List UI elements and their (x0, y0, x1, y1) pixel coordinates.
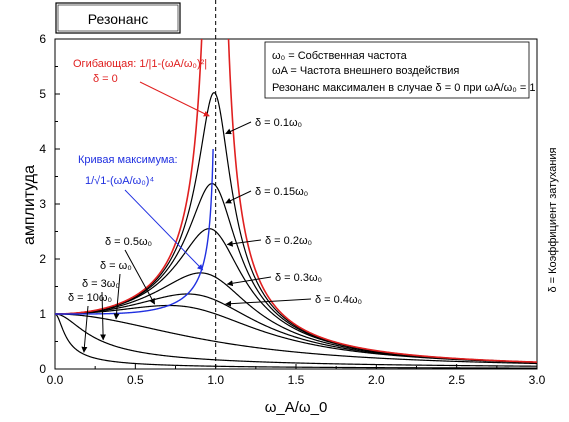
y-axis-label: амплитуда (21, 165, 38, 245)
damped-curve (55, 228, 537, 363)
label-arrow (113, 273, 121, 320)
y-tick-label: 4 (39, 142, 46, 156)
y-tick-label: 1 (39, 307, 46, 321)
label-arrow (81, 305, 89, 353)
legend-box: ω₀ = Собственная частота ωA = Частота вн… (264, 41, 535, 99)
label-arrow (225, 190, 252, 204)
curve-label: δ = 0.4ω₀ (315, 294, 362, 306)
x-tick-label: 2.0 (368, 373, 385, 387)
y-tick-label: 5 (39, 87, 46, 101)
x-axis-label: ω_A/ω_0 (265, 399, 328, 416)
damped-curve (55, 91, 537, 363)
y-tick-label: 0 (39, 362, 46, 376)
envelope-curve-right (227, 39, 537, 363)
legend-line-3: Резонанс максимален в случае δ = 0 при ω… (272, 82, 535, 94)
curves (55, 39, 537, 369)
x-tick-label: 2.5 (448, 373, 465, 387)
envelope-curve-left (55, 39, 203, 315)
damped-curve (55, 313, 537, 367)
curve-label: δ = ω₀ (100, 260, 132, 272)
y-tick-label: 3 (39, 197, 46, 211)
label-arrow (100, 291, 107, 341)
curve-label: δ = 10ω₀ (68, 292, 112, 304)
x-tick-label: 0.0 (47, 373, 64, 387)
chart-title: Резонанс (88, 11, 149, 27)
curve-label: δ = 0.2ω₀ (265, 235, 312, 247)
max-curve-label: Кривая максимума: (78, 154, 178, 166)
legend-line-1: ω₀ = Собственная частота (272, 50, 408, 62)
right-side-label: δ = Коэффициент затухания (547, 147, 559, 292)
curve-label: δ = 3ω₀ (82, 278, 120, 290)
damped-curve (55, 304, 537, 364)
annotations: δ = 0.1ω₀ δ = 0.15ω₀ δ = 0.2ω₀ δ = 0.3ω₀ δ =… (68, 58, 362, 353)
curve-label: δ = 0.5ω₀ (105, 236, 152, 248)
axis-ticks: 0.0 0.5 1.0 1.5 2.0 2.5 3.0 0 1 2 3 4 5 6 (39, 32, 545, 387)
curve-label: δ = 0.15ω₀ (255, 186, 308, 198)
label-arrow (124, 249, 156, 305)
title-box: Резонанс (55, 2, 181, 34)
envelope-label-delta: δ = 0 (93, 73, 118, 85)
label-arrow (225, 298, 312, 307)
x-tick-label: 0.5 (127, 373, 144, 387)
y-tick-label: 6 (39, 32, 46, 46)
label-arrow (226, 239, 262, 247)
x-tick-label: 1.5 (288, 373, 305, 387)
label-arrow (226, 276, 272, 287)
envelope-arrow (139, 81, 210, 117)
legend-line-2: ωA = Частота внешнего воздействия (272, 65, 459, 77)
max-curve-arrow (124, 189, 204, 271)
damped-curve (55, 313, 537, 365)
curve-label: δ = 0.1ω₀ (255, 117, 302, 129)
envelope-label: Огибающая: 1/|1-(ωA/ω₀)²| (73, 58, 207, 70)
x-tick-label: 1.0 (207, 373, 224, 387)
y-tick-label: 2 (39, 252, 46, 266)
x-tick-label: 3.0 (529, 373, 546, 387)
curve-label: δ = 0.3ω₀ (275, 272, 322, 284)
label-arrow (225, 121, 252, 135)
max-curve-formula: 1/√1-(ωA/ω₀)⁴ (85, 175, 154, 187)
maximum-curve (55, 148, 214, 315)
damped-curve (55, 313, 537, 369)
